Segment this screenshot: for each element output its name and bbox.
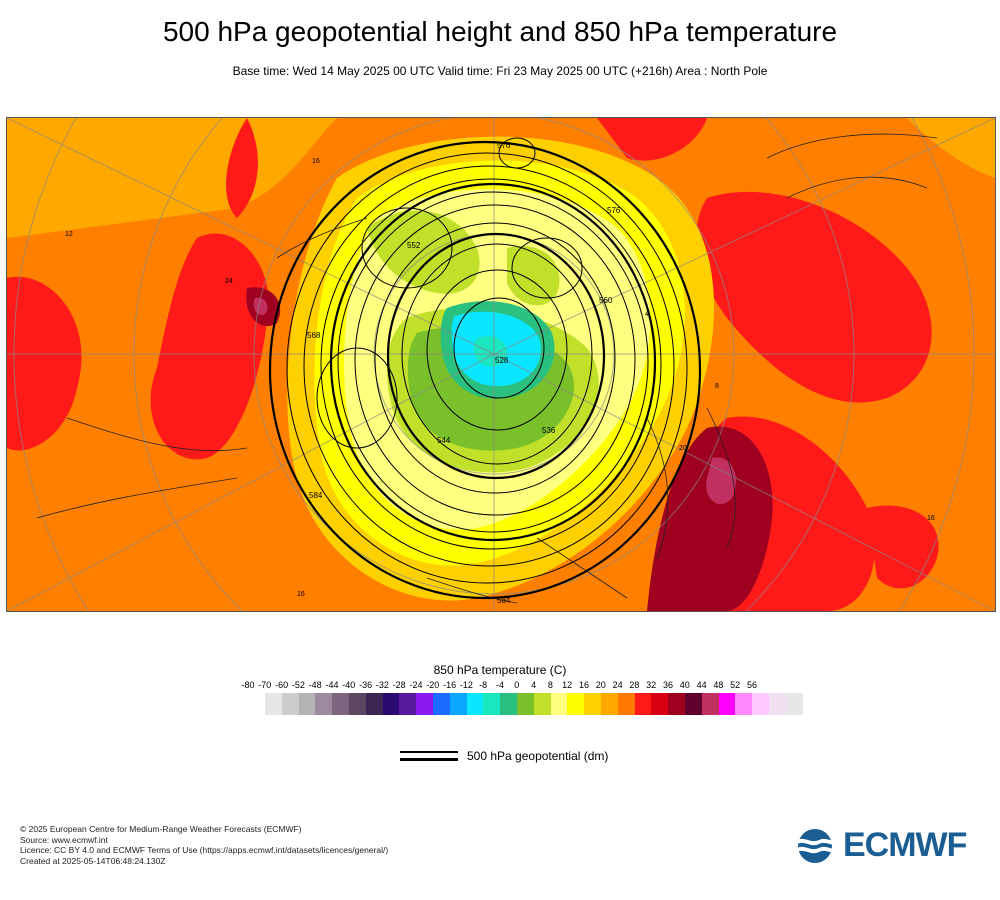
legend-swatch [416, 693, 433, 715]
legend-swatch [449, 693, 467, 715]
chart-subtitle: Base time: Wed 14 May 2025 00 UTC Valid … [232, 64, 768, 78]
legend-tick-label: 48 [713, 680, 724, 690]
legend-swatch [432, 693, 450, 715]
legend-tick-label: 40 [679, 680, 690, 690]
temperature-label: 4 [645, 311, 649, 318]
legend-tick-label: -12 [459, 680, 473, 690]
contour-label: 544 [437, 436, 451, 445]
chart-title: 500 hPa geopotential height and 850 hPa … [162, 16, 838, 47]
legend-swatch [617, 693, 635, 715]
legend-swatch [298, 693, 316, 715]
legend-swatch [785, 693, 803, 715]
legend-tick-label: 8 [547, 680, 553, 690]
contour-label: 576 [497, 141, 511, 150]
legend-tick-label: -40 [342, 680, 356, 690]
created-line: Created at 2025-05-14T06:48:24.130Z [20, 855, 166, 866]
temperature-label: 20 [679, 445, 687, 452]
contour-label: 584 [309, 491, 323, 500]
legend-tick-label: 52 [730, 680, 741, 690]
legend-tick-label: 44 [696, 680, 707, 690]
legend-swatch [348, 693, 366, 715]
legend-tick-label: 12 [562, 680, 573, 690]
temperature-label: 16 [927, 515, 935, 522]
legend-tick-label: -24 [409, 680, 423, 690]
legend-swatch [466, 693, 484, 715]
legend-tick-label: -28 [392, 680, 406, 690]
footer-credits: © 2025 European Centre for Medium-Range … [20, 824, 388, 866]
legend-swatch [365, 693, 383, 715]
temperature-label: 8 [715, 383, 719, 390]
legend-tick-label: 16 [578, 680, 590, 690]
source-line: Source: www.ecmwf.int [20, 834, 108, 845]
contour-legend-lines [400, 751, 458, 766]
legend-tick-label: -80 [241, 680, 255, 690]
contour-label: 536 [542, 426, 556, 435]
legend-swatch [399, 693, 417, 715]
color-legend-bar [265, 693, 803, 715]
legend-tick-label: -60 [275, 680, 289, 690]
legend-swatch [718, 693, 736, 715]
legend-swatch [684, 693, 702, 715]
legend-tick-label: 20 [595, 680, 606, 690]
legend-swatch [265, 693, 282, 715]
legend-swatch [668, 693, 685, 715]
legend-tick-label: -16 [443, 680, 457, 690]
legend-tick-label: 0 [514, 680, 520, 690]
legend-tick-label: 28 [629, 680, 640, 690]
legend-tick-label: 32 [646, 680, 657, 690]
licence-line: Licence: CC BY 4.0 and ECMWF Terms of Us… [20, 845, 389, 855]
contour-label: 528 [495, 356, 509, 365]
legend-swatch [752, 693, 769, 715]
copyright-line: © 2025 European Centre for Medium-Range … [20, 824, 302, 834]
legend-tick-label: -4 [495, 680, 505, 690]
legend-tick-label: 4 [531, 680, 537, 690]
legend-tick-label: -52 [291, 680, 305, 690]
legend-swatch [651, 693, 669, 715]
temperature-label: 24 [225, 278, 233, 285]
legend-tick-label: 56 [746, 680, 758, 690]
legend-tick-label: 36 [662, 680, 674, 690]
legend-swatch [567, 693, 585, 715]
legend-tick-label: -36 [359, 680, 373, 690]
ecmwf-logo-icon [797, 829, 841, 863]
contour-legend-label: 500 hPa geopotential (dm) [467, 749, 609, 763]
legend-tick-labels: -80 -70 -60 -52 -48 -44 -40 -36 -32 -28 -24 -20 -16-… [238, 680, 768, 694]
legend-swatch [735, 693, 753, 715]
ecmwf-logo: ECMWF [795, 826, 985, 866]
contour-label: 568 [307, 331, 321, 340]
legend-tick-label: -70 [258, 680, 272, 690]
legend-tick-label: -32 [375, 680, 389, 690]
legend-swatch [500, 693, 517, 715]
legend-swatch [332, 693, 349, 715]
legend-swatch [768, 693, 786, 715]
legend-swatch [701, 693, 719, 715]
temperature-label: 12 [65, 231, 73, 238]
legend-swatch [600, 693, 618, 715]
contour-label: 560 [599, 296, 613, 305]
map-panel: 584 576 568 560 552 544 536 528 576 584 … [6, 117, 996, 612]
legend-swatch [516, 693, 534, 715]
temperature-label: 16 [312, 158, 320, 165]
contour-label: 576 [607, 206, 621, 215]
ecmwf-logo-text: ECMWF [843, 826, 967, 864]
legend-swatch [584, 693, 601, 715]
legend-title: 850 hPa temperature (C) [433, 663, 567, 677]
temperature-label: 16 [297, 591, 305, 598]
legend-swatch [315, 693, 333, 715]
legend-swatch [550, 693, 568, 715]
contour-label: 584 [497, 596, 511, 605]
legend-swatch [533, 693, 551, 715]
legend-swatch [634, 693, 652, 715]
contour-legend: 500 hPa geopotential (dm) [400, 748, 700, 768]
legend-tick-label: -48 [308, 680, 322, 690]
legend-tick-label: -44 [325, 680, 339, 690]
legend-swatch [281, 693, 299, 715]
legend-tick-label: -8 [479, 680, 488, 690]
legend-swatch [483, 693, 501, 715]
legend-tick-label: -20 [426, 680, 440, 690]
north-pole-map: 584 576 568 560 552 544 536 528 576 584 … [7, 118, 995, 611]
contour-label: 552 [407, 241, 421, 250]
legend-swatch [382, 693, 400, 715]
legend-tick-label: 24 [612, 680, 623, 690]
